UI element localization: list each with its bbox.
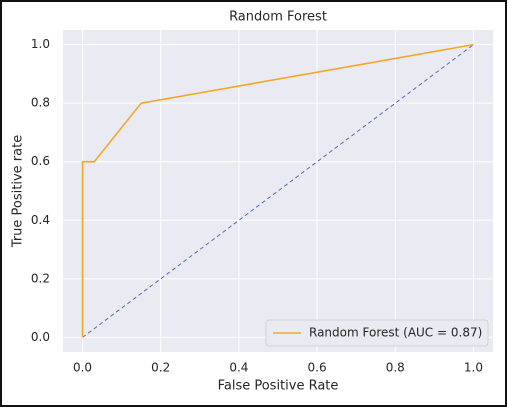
- x-tick-label: 0.2: [151, 361, 170, 375]
- x-tick-label: 1.0: [464, 361, 483, 375]
- x-tick-label: 0.6: [308, 361, 327, 375]
- y-tick-label: 0.2: [31, 271, 50, 285]
- legend-box: [265, 319, 489, 347]
- reference-line: [82, 44, 474, 338]
- y-tick-label: 0.6: [31, 154, 50, 168]
- roc-line: [81, 43, 474, 338]
- y-tick-label: 1.0: [31, 37, 50, 51]
- y-tick-label: 0.0: [31, 330, 50, 344]
- legend-label: Random Forest (AUC = 0.87): [309, 326, 482, 340]
- x-tick-label: 0.4: [229, 361, 248, 375]
- x-axis-label: False Positive Rate: [218, 379, 339, 394]
- y-tick-label: 0.8: [31, 96, 50, 110]
- x-tick-label: 0.0: [73, 361, 92, 375]
- x-tick-label: 0.8: [386, 361, 405, 375]
- y-tick-label: 0.4: [31, 213, 50, 227]
- y-axis-label: True Positive rate: [11, 135, 26, 248]
- chart-title: Random Forest: [229, 10, 327, 25]
